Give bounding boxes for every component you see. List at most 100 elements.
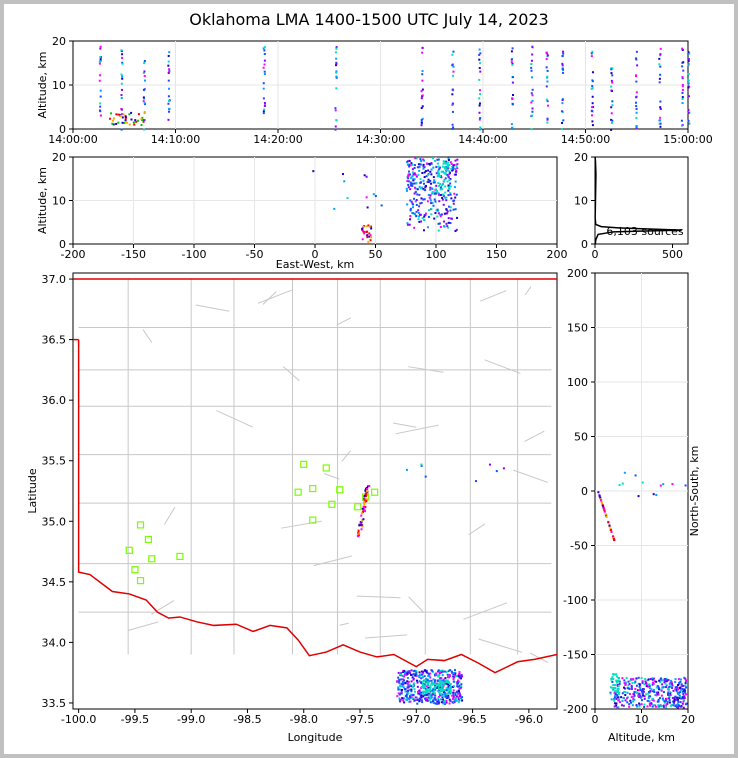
source-point [424, 684, 427, 687]
source-point [432, 682, 435, 685]
source-point [687, 82, 690, 85]
altitude-profile-line [594, 156, 682, 245]
source-point [431, 191, 434, 194]
source-point [454, 159, 457, 162]
source-point [415, 679, 418, 682]
source-point [397, 680, 400, 683]
source-point [562, 119, 565, 122]
source-point [406, 163, 409, 166]
source-point [425, 175, 428, 178]
source-point [451, 74, 454, 77]
county-line [364, 634, 408, 639]
source-point [406, 696, 409, 699]
source-point [438, 681, 441, 684]
source-point [677, 698, 680, 701]
source-point [370, 227, 373, 230]
source-point [659, 100, 662, 103]
source-point [448, 702, 451, 705]
source-point [409, 672, 412, 675]
source-point [419, 187, 422, 190]
source-point [405, 671, 408, 674]
source-point [406, 176, 409, 179]
source-point [334, 125, 337, 128]
source-point [655, 680, 658, 683]
source-point [635, 58, 638, 61]
source-point [637, 682, 640, 685]
source-point [478, 111, 481, 114]
source-point [680, 683, 683, 686]
source-point [262, 66, 265, 69]
y-tick-label: 0 [59, 238, 66, 251]
north-south-altitude-panel: 0 10 20 -200 -150 -100 -50 0 50 100 150 200 Altitude… [563, 267, 701, 744]
x-tick-label: 0 [312, 248, 319, 261]
source-point [447, 157, 450, 160]
source-point [409, 215, 412, 218]
source-point [424, 689, 427, 692]
source-point [448, 692, 451, 695]
source-point [401, 685, 404, 688]
source-point [428, 680, 431, 683]
source-point [423, 693, 426, 696]
source-point [167, 79, 170, 82]
source-point [610, 530, 613, 533]
source-point [436, 209, 439, 212]
source-point [435, 188, 438, 191]
source-point [453, 173, 456, 176]
source-point [451, 93, 454, 96]
source-point [451, 671, 454, 674]
source-point [671, 684, 674, 687]
source-point [142, 120, 145, 123]
source-point [422, 165, 425, 168]
source-point [409, 176, 412, 179]
source-point [611, 67, 614, 70]
y-tick-label: 0 [581, 485, 588, 498]
county-line [281, 520, 322, 529]
source-point [445, 166, 448, 169]
source-point [415, 696, 418, 699]
source-point [143, 79, 146, 82]
source-point [645, 685, 648, 688]
source-point [450, 162, 453, 165]
source-point [611, 680, 614, 683]
source-point [652, 677, 655, 680]
source-point [648, 700, 651, 703]
x-tick-label: 14:00:00 [48, 133, 97, 146]
source-point [642, 694, 645, 697]
source-point [335, 87, 338, 90]
source-point [683, 695, 686, 698]
source-point [478, 67, 481, 70]
source-point [648, 683, 651, 686]
source-point [682, 706, 685, 709]
source-point [425, 692, 428, 695]
source-point [590, 55, 593, 58]
source-point [674, 678, 677, 681]
source-point [399, 700, 402, 703]
source-point [414, 191, 417, 194]
source-point [461, 696, 464, 699]
source-point [113, 117, 116, 120]
source-point [403, 688, 406, 691]
source-point [455, 170, 458, 173]
source-point [670, 681, 673, 684]
source-point [403, 701, 406, 704]
source-point [451, 694, 454, 697]
source-point [413, 182, 416, 185]
source-point [651, 697, 654, 700]
source-point [423, 198, 426, 201]
source-point [440, 693, 443, 696]
source-point [451, 63, 454, 66]
source-point [614, 692, 617, 695]
x-tick-label: 10 [635, 713, 649, 726]
source-point [167, 95, 170, 98]
source-point [412, 693, 415, 696]
source-point [399, 673, 402, 676]
source-point [438, 692, 441, 695]
source-point [128, 113, 131, 116]
source-point [643, 703, 646, 706]
source-point [441, 670, 444, 673]
source-point [442, 691, 445, 694]
source-point [443, 166, 446, 169]
source-point [648, 702, 651, 705]
source-point [142, 100, 145, 103]
y-tick-label: 10 [574, 195, 588, 208]
